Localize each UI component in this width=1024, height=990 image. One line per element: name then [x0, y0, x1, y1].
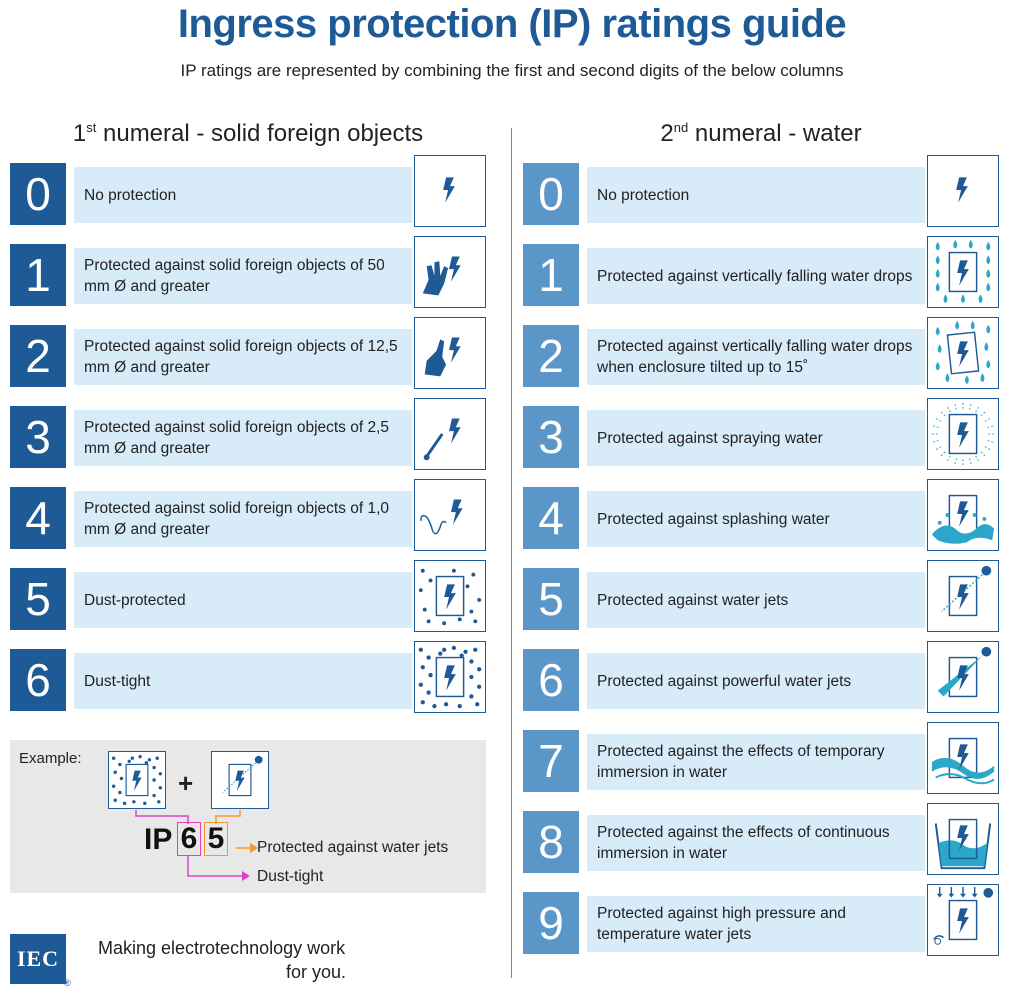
first-digit-meaning: Dust-tight — [257, 868, 324, 885]
rating-number: 2 — [523, 325, 579, 387]
powerful-jet-icon — [927, 641, 999, 713]
rating-number: 6 — [10, 649, 66, 711]
rating-description: No protection — [74, 167, 412, 223]
rating-description: Protected against solid foreign objects … — [74, 491, 412, 547]
rating-number: 2 — [10, 325, 66, 387]
rating-number: 5 — [10, 568, 66, 630]
lightning-icon — [927, 155, 999, 227]
splash-icon — [927, 479, 999, 551]
rating-description: Dust-tight — [74, 653, 412, 709]
dust-tight-icon — [414, 641, 486, 713]
second-digit-meaning: Protected against water jets — [257, 839, 449, 856]
water-row-4: 4 Protected against splashing water — [523, 479, 999, 551]
rating-description: Protected against the effects of continu… — [587, 815, 925, 871]
page-subtitle: IP ratings are represented by combining … — [180, 61, 844, 80]
solids-row-1: 1 Protected against solid foreign objects… — [10, 236, 486, 308]
water-row-0: 0 No protection — [523, 155, 999, 227]
water-row-2: 2 Protected against vertically falling wa… — [523, 317, 999, 389]
rating-number: 0 — [10, 163, 66, 225]
solids-column-heading: 1st numeral - solid foreign objects — [72, 120, 424, 147]
high-pressure-icon — [927, 884, 999, 956]
slogan-line-1: Making electrotechnology work — [98, 938, 346, 958]
example-label: Example: — [19, 750, 82, 767]
example-panel: Example: + IP 6 5 Protected against wate… — [10, 740, 486, 893]
rating-number: 6 — [523, 649, 579, 711]
dust-protected-icon — [414, 560, 486, 632]
wave-icon — [927, 722, 999, 794]
water-row-6: 6 Protected against powerful water jets — [523, 641, 999, 713]
rating-number: 8 — [523, 811, 579, 873]
water-jet-icon — [927, 560, 999, 632]
hand-icon — [414, 236, 486, 308]
rating-description: Protected against vertically falling wat… — [587, 329, 925, 385]
rating-description: Protected against solid foreign objects … — [74, 329, 412, 385]
rating-number: 9 — [523, 892, 579, 954]
rating-number: 1 — [10, 244, 66, 306]
rating-number: 4 — [523, 487, 579, 549]
water-row-5: 5 Protected against water jets — [523, 560, 999, 632]
column-divider — [511, 128, 512, 978]
rating-number: 1 — [523, 244, 579, 306]
finger-icon — [414, 317, 486, 389]
slogan-line-2: for you. — [286, 962, 347, 982]
rating-description: Dust-protected — [74, 572, 412, 628]
immersion-icon — [927, 803, 999, 875]
vertical-drops-icon — [927, 236, 999, 308]
rating-description: Protected against solid foreign objects … — [74, 410, 412, 466]
water-row-9: 9 Protected against high pressure and tem… — [523, 884, 999, 956]
solids-row-2: 2 Protected against solid foreign objects… — [10, 317, 486, 389]
wire-icon — [414, 479, 486, 551]
ip-first-digit: 6 — [177, 822, 201, 856]
solids-row-4: 4 Protected against solid foreign objects… — [10, 479, 486, 551]
rating-number: 4 — [10, 487, 66, 549]
registered-mark: ® — [64, 978, 71, 988]
ip-code-prefix: IP — [144, 823, 173, 856]
rating-number: 3 — [10, 406, 66, 468]
iec-logo: IEC — [10, 934, 66, 984]
solids-row-5: 5 Dust-protected — [10, 560, 486, 632]
solids-row-6: 6 Dust-tight — [10, 641, 486, 713]
lightning-icon — [414, 155, 486, 227]
rating-number: 3 — [523, 406, 579, 468]
plus-sign: + — [178, 768, 194, 798]
solids-row-0: 0 No protection — [10, 155, 486, 227]
rating-description: Protected against vertically falling wat… — [587, 248, 925, 304]
tool-icon — [414, 398, 486, 470]
spray-icon — [927, 398, 999, 470]
water-row-7: 7 Protected against the effects of tempor… — [523, 722, 999, 794]
rating-description: Protected against solid foreign objects … — [74, 248, 412, 304]
rating-description: Protected against high pressure and temp… — [587, 896, 925, 952]
rating-description: No protection — [587, 167, 925, 223]
water-row-3: 3 Protected against spraying water — [523, 398, 999, 470]
water-jet-icon — [211, 751, 269, 809]
rating-description: Protected against powerful water jets — [587, 653, 925, 709]
rating-description: Protected against the effects of tempora… — [587, 734, 925, 790]
water-column-heading: 2nd numeral - water — [660, 120, 862, 147]
rating-number: 0 — [523, 163, 579, 225]
rating-description: Protected against water jets — [587, 572, 925, 628]
solids-row-3: 3 Protected against solid foreign objects… — [10, 398, 486, 470]
tilted-drops-icon — [927, 317, 999, 389]
dust-tight-icon — [108, 751, 166, 809]
water-row-8: 8 Protected against the effects of contin… — [523, 803, 999, 875]
ip-second-digit: 5 — [204, 822, 228, 856]
example-connector-lines — [135, 810, 258, 881]
rating-description: Protected against spraying water — [587, 410, 925, 466]
rating-number: 7 — [523, 730, 579, 792]
rating-number: 5 — [523, 568, 579, 630]
water-row-1: 1 Protected against vertically falling wa… — [523, 236, 999, 308]
page-title: Ingress protection (IP) ratings guide — [177, 2, 847, 46]
rating-description: Protected against splashing water — [587, 491, 925, 547]
